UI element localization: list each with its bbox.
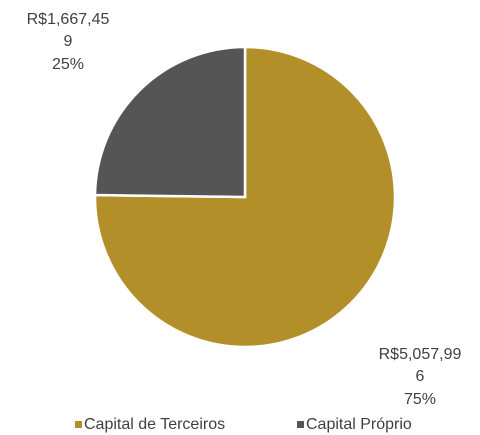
pie-slice xyxy=(93,45,397,349)
percent-label: 25% xyxy=(52,56,84,73)
value-label: R$5,057,99 6 xyxy=(379,346,462,385)
legend-swatch xyxy=(297,421,304,428)
value-label-line: 6 xyxy=(416,368,425,385)
value-label-line: R$5,057,99 xyxy=(379,346,462,363)
value-label-line: R$1,667,45 xyxy=(27,11,110,28)
legend-label: Capital Próprio xyxy=(306,416,412,433)
percent-label: 75% xyxy=(404,391,436,408)
legend-label: Capital de Terceiros xyxy=(84,416,225,433)
pie-slice xyxy=(93,45,247,199)
legend-swatch xyxy=(75,421,82,428)
value-label: R$1,667,45 9 xyxy=(27,11,110,50)
value-label-line: 9 xyxy=(64,33,73,50)
